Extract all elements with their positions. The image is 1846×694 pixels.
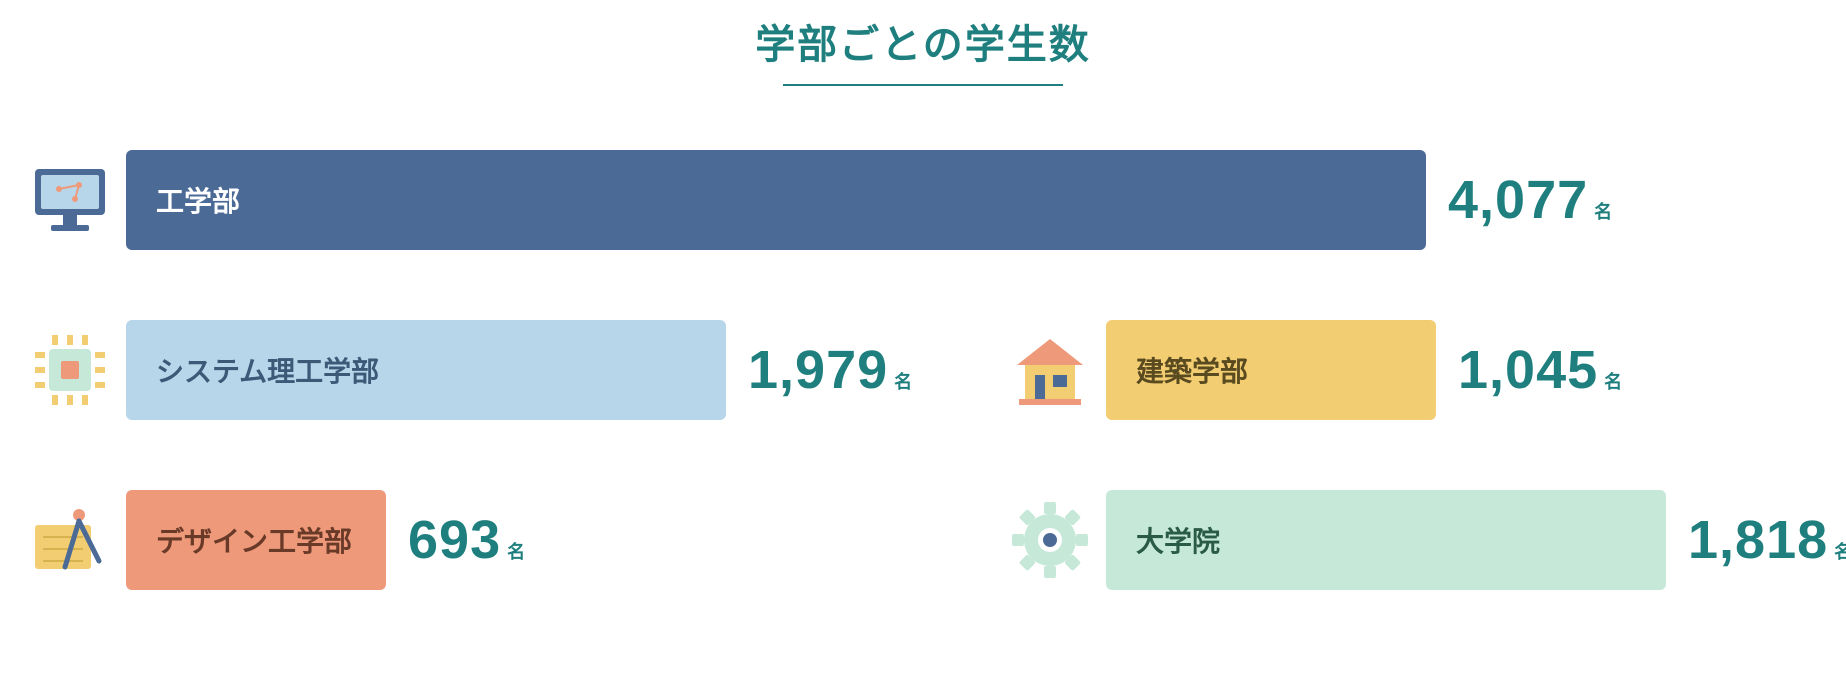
faculty-value-grad: 1,818名 [1688, 509, 1846, 571]
faculty-bar-engineering: 工学部 [126, 150, 1426, 250]
faculty-value-architecture: 1,045名 [1458, 339, 1622, 401]
faculty-row-grad: 大学院 1,818名 [1000, 480, 1846, 600]
faculty-value-unit: 名 [507, 538, 525, 564]
chart-title: 学部ごとの学生数 [755, 12, 1091, 70]
faculty-row-systems: システム理工学部 1,979名 [20, 310, 912, 430]
faculty-value-design: 693名 [408, 509, 525, 571]
faculty-label: デザイン工学部 [156, 520, 352, 560]
faculty-value-number: 1,979 [748, 339, 888, 401]
monitor-icon [20, 150, 120, 250]
chip-icon [20, 320, 120, 420]
faculty-value-unit: 名 [1604, 368, 1622, 394]
house-icon [1000, 320, 1100, 420]
faculty-label: 工学部 [156, 180, 240, 220]
faculty-row-design: デザイン工学部 693名 [20, 480, 525, 600]
faculty-label: システム理工学部 [156, 350, 379, 390]
faculty-value-unit: 名 [894, 368, 912, 394]
faculty-value-unit: 名 [1834, 538, 1846, 564]
faculty-row-architecture: 建築学部 1,045名 [1000, 310, 1622, 430]
chart-title-rule [783, 84, 1063, 86]
faculty-value-unit: 名 [1594, 198, 1612, 224]
faculty-value-engineering: 4,077名 [1448, 169, 1612, 231]
faculty-bar-architecture: 建築学部 [1106, 320, 1436, 420]
faculty-value-number: 1,045 [1458, 339, 1598, 401]
faculty-bar-grad: 大学院 [1106, 490, 1666, 590]
faculty-bar-systems: システム理工学部 [126, 320, 726, 420]
faculty-value-systems: 1,979名 [748, 339, 912, 401]
faculty-label: 大学院 [1136, 520, 1220, 560]
gear-icon [1000, 490, 1100, 590]
faculty-bar-design: デザイン工学部 [126, 490, 386, 590]
faculty-label: 建築学部 [1136, 350, 1248, 390]
faculty-value-number: 1,818 [1688, 509, 1828, 571]
faculty-row-engineering: 工学部 4,077名 [20, 140, 1612, 260]
faculty-value-number: 693 [408, 509, 501, 571]
faculty-value-number: 4,077 [1448, 169, 1588, 231]
chart-title-block: 学部ごとの学生数 [0, 0, 1846, 86]
compass-icon [20, 490, 120, 590]
